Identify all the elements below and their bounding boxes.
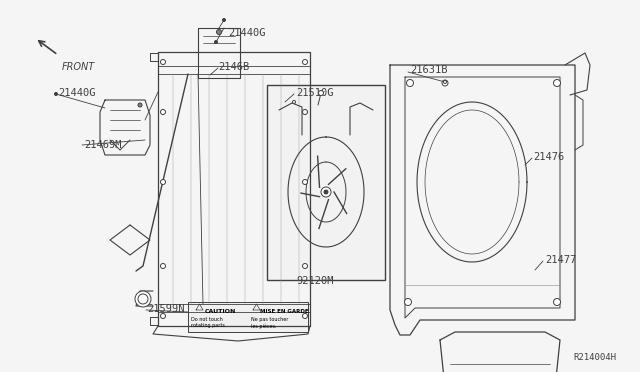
Circle shape [303,109,307,115]
Text: 21477: 21477 [545,255,576,265]
Circle shape [303,263,307,269]
Circle shape [444,80,447,83]
Circle shape [214,41,218,44]
Circle shape [223,19,225,22]
Circle shape [161,263,166,269]
Circle shape [324,190,328,194]
Circle shape [406,80,413,87]
Circle shape [161,314,166,318]
Circle shape [138,103,142,107]
Circle shape [138,294,148,304]
Circle shape [303,60,307,64]
Text: 21476: 21476 [533,152,564,162]
Circle shape [161,180,166,185]
Text: 21469M: 21469M [84,140,122,150]
Bar [267,85,385,280]
Text: 21440G: 21440G [58,88,95,98]
Bar [188,302,308,332]
Circle shape [319,90,323,96]
Circle shape [554,80,561,87]
Circle shape [216,29,221,35]
Circle shape [321,187,331,197]
Text: Ne pas toucher
les pièces.: Ne pas toucher les pièces. [251,317,289,329]
Circle shape [404,298,412,305]
Text: 2146B: 2146B [218,62,249,72]
Circle shape [303,314,307,318]
Text: 21440G: 21440G [228,28,266,38]
Text: R214004H: R214004H [573,353,616,362]
Circle shape [303,180,307,185]
Text: 21599N: 21599N [147,304,184,314]
Text: FRONT: FRONT [62,62,95,72]
Text: CAUTION: CAUTION [205,309,236,314]
Circle shape [292,100,296,103]
Circle shape [54,93,58,96]
Text: Do not touch
rotating parts: Do not touch rotating parts [191,317,225,328]
Text: 21631B: 21631B [410,65,447,75]
Circle shape [554,298,561,305]
Circle shape [442,80,448,86]
Circle shape [135,291,151,307]
Circle shape [161,60,166,64]
Text: 92120M: 92120M [296,276,333,286]
Circle shape [161,109,166,115]
Text: 21510G: 21510G [296,88,333,98]
Text: MISE EN GARDE: MISE EN GARDE [260,309,308,314]
